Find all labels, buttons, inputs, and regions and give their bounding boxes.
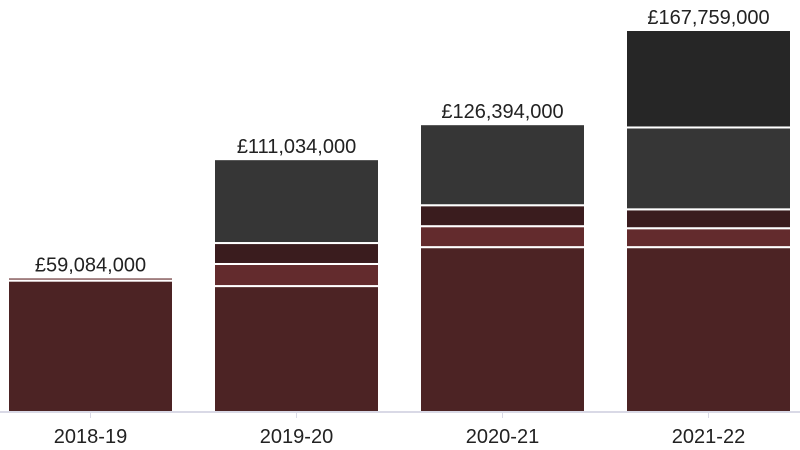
bar-segment-2020-21-s2: [419, 225, 586, 249]
bar-segment-2020-21-s3: [419, 204, 586, 228]
bar-segment-2019-20-s1: [213, 285, 380, 413]
x-tick-label-2018-19: 2018-19: [54, 426, 127, 448]
bar-segment-2021-22-s1: [625, 246, 792, 413]
bar-segment-2020-21-s1: [419, 246, 586, 413]
bar-segment-2021-22-s3: [625, 208, 792, 230]
bar-segment-2018-19-s1: [7, 279, 174, 413]
bar-segment-2019-20-s3: [213, 242, 380, 265]
bar-segment-2020-21-s4: [419, 123, 586, 207]
total-label-2018-19: £59,084,000: [35, 254, 146, 276]
x-tick-label-2021-22: 2021-22: [672, 426, 745, 448]
total-label-2019-20: £111,034,000: [237, 136, 356, 158]
total-labels-layer: £59,084,000 £111,034,000 £126,394,000 £167,…: [35, 7, 770, 276]
x-tick-label-2019-20: 2019-20: [260, 426, 333, 448]
total-label-2021-22: £167,759,000: [647, 7, 769, 29]
bar-segment-2021-22-s4: [625, 126, 792, 211]
bars-layer: [7, 29, 792, 413]
x-tick-label-2020-21: 2020-21: [466, 426, 539, 448]
bar-segment-2021-22-s5: [625, 29, 792, 129]
bar-segment-2018-19-s2: [7, 276, 174, 282]
total-label-2020-21: £126,394,000: [441, 101, 563, 123]
x-tick-labels-layer: 2018-19 2019-20 2020-21 2021-22: [54, 412, 745, 448]
bar-segment-2019-20-s2: [213, 262, 380, 288]
bar-segment-2019-20-s4: [213, 158, 380, 245]
bar-segment-2021-22-s2: [625, 227, 792, 249]
